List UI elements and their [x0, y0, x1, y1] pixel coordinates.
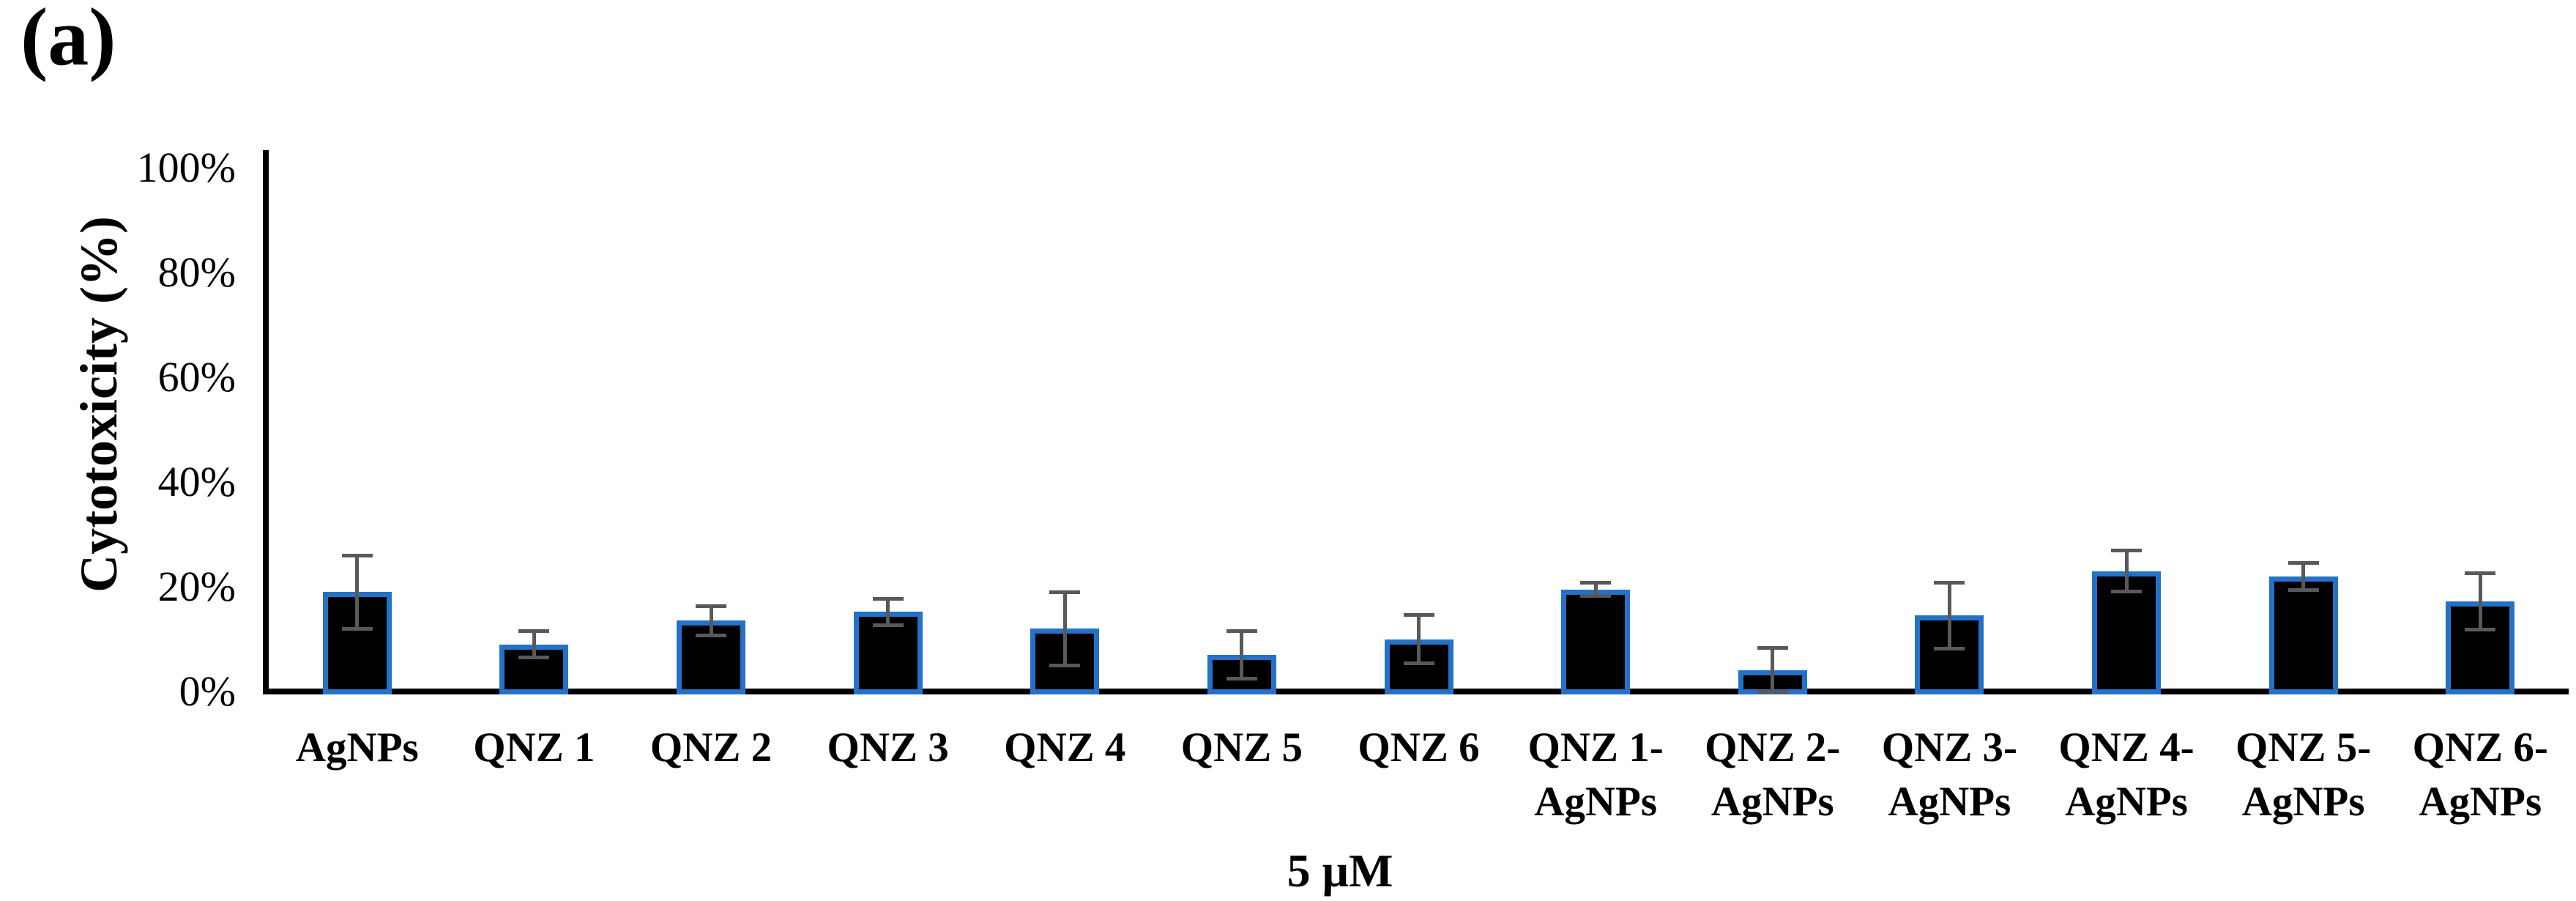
error-bar: [1947, 582, 1951, 649]
error-bar: [1593, 582, 1598, 596]
y-tick-label: 20%: [157, 563, 236, 610]
error-bar: [355, 555, 360, 629]
error-bar-cap: [2111, 549, 2142, 553]
y-tick-label: 0%: [179, 667, 236, 715]
error-bar-cap: [341, 553, 373, 557]
error-bar: [2478, 573, 2482, 630]
error-bar-cap: [341, 626, 373, 631]
error-bar-cap: [872, 623, 904, 627]
y-axis-line: [263, 150, 269, 694]
error-bar: [2124, 550, 2129, 592]
bar: [1561, 589, 1631, 694]
x-tick-label: AgNPs: [295, 724, 419, 771]
x-tick-label: QNZ 3- AgNPs: [1881, 724, 2017, 825]
error-bar-cap: [1580, 581, 1612, 585]
y-tick-label: 100%: [136, 144, 236, 191]
x-tick-label: QNZ 6: [1358, 724, 1480, 771]
error-bar-cap: [2287, 587, 2319, 592]
y-tick-label: 80%: [157, 248, 236, 296]
error-bar-cap: [1049, 590, 1081, 594]
bar: [2268, 576, 2338, 694]
error-bar: [1417, 615, 1421, 664]
error-bar-cap: [1934, 580, 1965, 585]
x-tick-label: QNZ 1- AgNPs: [1527, 724, 1664, 825]
x-tick-label: QNZ 2: [649, 724, 773, 771]
x-tick-label: QNZ 4: [1004, 724, 1126, 771]
error-bar-cap: [1757, 646, 1788, 650]
x-tick-label: QNZ 2- AgNPs: [1705, 724, 1841, 825]
error-bar-cap: [2465, 571, 2496, 575]
error-bar-cap: [872, 596, 904, 601]
error-bar-cap: [518, 629, 550, 634]
error-bar-cap: [696, 633, 727, 637]
x-tick-label: QNZ 4- AgNPs: [2058, 724, 2195, 825]
error-bar: [1771, 648, 1775, 691]
error-bar-cap: [1226, 676, 1257, 681]
error-bar: [709, 606, 713, 636]
x-axis-title: 5 μM: [1287, 845, 1393, 897]
panel-label: (a): [21, 0, 116, 83]
error-bar-cap: [2465, 628, 2496, 632]
error-bar-cap: [2287, 560, 2319, 565]
error-bar-cap: [1757, 689, 1788, 694]
error-bar: [1240, 631, 1244, 679]
error-bar-cap: [518, 656, 550, 660]
error-bar: [2301, 563, 2306, 590]
error-bar-cap: [2111, 589, 2142, 593]
y-tick-label: 60%: [157, 353, 236, 401]
error-bar-cap: [1403, 661, 1434, 665]
error-bar: [886, 598, 890, 626]
error-bar-cap: [1226, 629, 1257, 634]
error-bar-cap: [1934, 646, 1965, 650]
y-tick-label: 40%: [157, 458, 236, 505]
x-tick-label: QNZ 1: [473, 724, 595, 771]
error-bar-cap: [696, 604, 727, 608]
x-tick-label: QNZ 5- AgNPs: [2236, 724, 2372, 825]
error-bar: [532, 631, 536, 658]
x-tick-label: QNZ 6- AgNPs: [2412, 724, 2548, 825]
error-bar-cap: [1580, 593, 1612, 598]
error-bar-cap: [1403, 613, 1434, 618]
x-tick-label: QNZ 5: [1180, 724, 1303, 771]
error-bar-cap: [1049, 663, 1081, 667]
error-bar: [1062, 592, 1067, 666]
x-tick-label: QNZ 3: [827, 724, 949, 771]
